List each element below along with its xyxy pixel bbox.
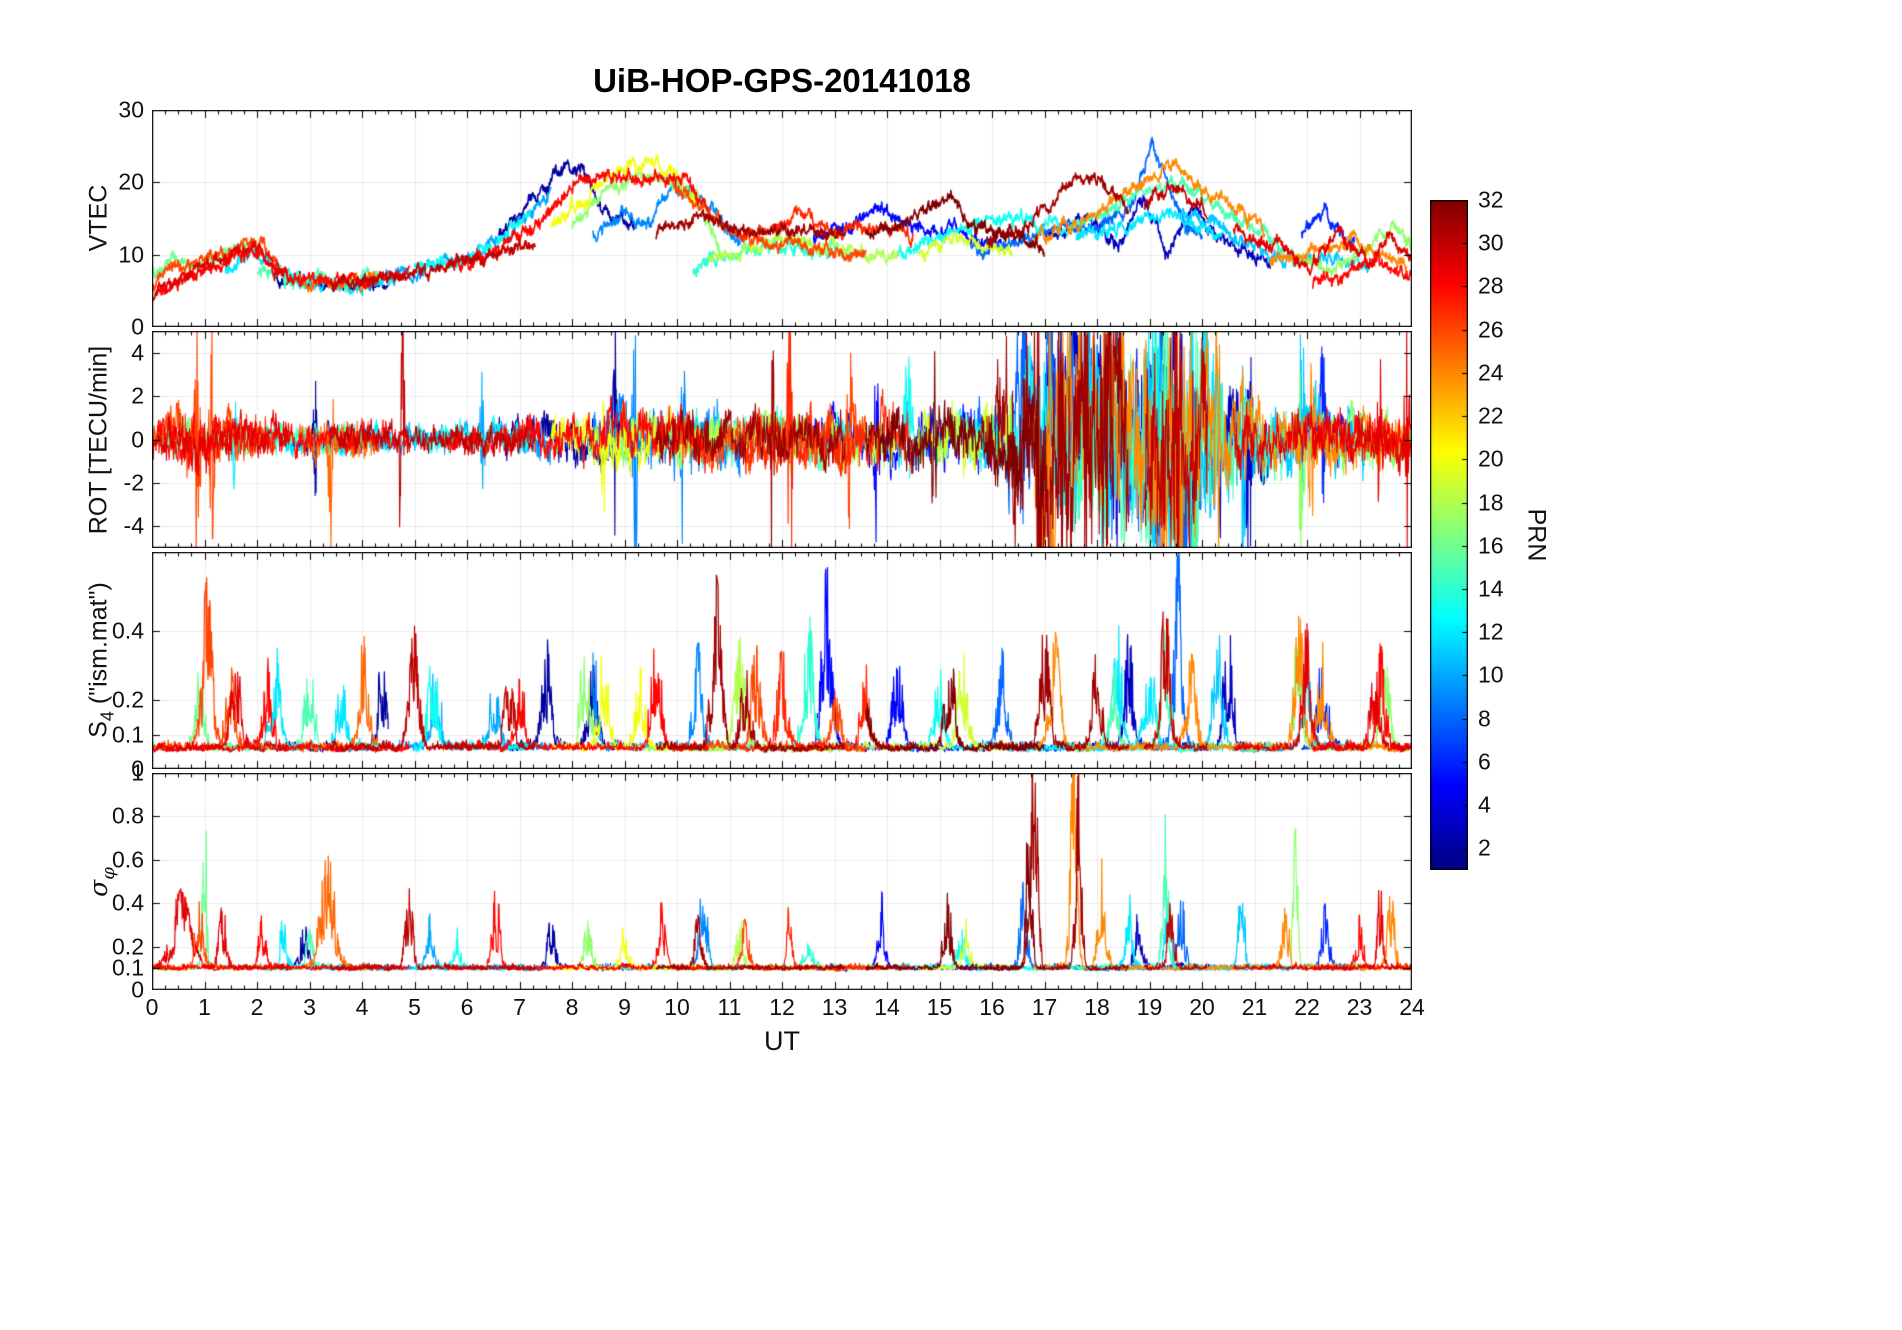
sigma-phi-plot-canvas	[152, 773, 1412, 990]
colorbar-tick-label: 8	[1478, 705, 1491, 732]
y-axis-label-text: ROT [TECU/min]	[84, 345, 113, 535]
y-axis-label-text: VTEC	[84, 184, 113, 252]
x-tick-label: 0	[145, 994, 159, 1020]
colorbar-tick-label: 12	[1478, 618, 1504, 645]
colorbar-tick-label: 10	[1478, 661, 1504, 688]
x-tick-label: 7	[513, 994, 526, 1020]
y-tick-label: 0.1	[112, 954, 144, 981]
x-tick-label: 24	[1399, 994, 1425, 1020]
x-tick-label: 5	[408, 994, 421, 1020]
y-tick-label: -4	[123, 512, 144, 539]
y-tick-label: 30	[118, 96, 144, 123]
y-tick-label: -2	[123, 469, 144, 496]
x-tick-label: 17	[1031, 994, 1058, 1020]
x-tick-label: 19	[1136, 994, 1163, 1020]
y-axis-label-sigma-phi: σφ	[84, 867, 119, 897]
panel-vtec	[152, 110, 1412, 327]
x-tick-label: 10	[664, 994, 690, 1020]
y-tick-label: 2	[131, 382, 144, 409]
x-tick-label: 21	[1241, 994, 1268, 1020]
y-tick-label: 0	[131, 755, 144, 782]
y-tick-label: 0	[131, 976, 144, 1003]
panel-rot	[152, 331, 1412, 548]
x-tick-label: 22	[1294, 994, 1320, 1020]
y-tick-label: 0.4	[112, 617, 144, 644]
colorbar-tick-label: 6	[1478, 748, 1491, 775]
s4-plot-canvas	[152, 552, 1412, 769]
y-tick-label: 0.4	[112, 889, 144, 916]
x-tick-label: 2	[250, 994, 264, 1020]
colorbar-label: PRN	[1522, 508, 1551, 562]
colorbar-tick-label: 24	[1478, 359, 1504, 386]
x-axis-label: UT	[764, 1026, 800, 1056]
colorbar-tick-label: 32	[1478, 186, 1504, 213]
colorbar-tick-label: 14	[1478, 575, 1504, 602]
y-tick-label: 0.2	[112, 933, 144, 960]
y-tick-label: 1	[131, 759, 144, 786]
colorbar-tick-label: 22	[1478, 402, 1504, 429]
x-tick-label: 14	[874, 994, 900, 1020]
x-tick-label: 12	[769, 994, 795, 1020]
x-tick-label: 6	[460, 994, 474, 1020]
y-tick-label: 0.6	[112, 846, 144, 873]
colorbar-tick-label: 2	[1478, 834, 1491, 861]
y-tick-label: 0	[131, 313, 144, 340]
y-tick-label: 20	[118, 168, 144, 195]
colorbar-tick-label: 26	[1478, 316, 1504, 343]
x-tick-label: 18	[1084, 994, 1110, 1020]
x-tick-label: 23	[1346, 994, 1373, 1020]
y-axis-label-text: σ	[84, 879, 113, 897]
x-tick-label: 11	[717, 994, 742, 1020]
y-axis-label-text: S	[84, 721, 113, 738]
x-tick-label: 9	[618, 994, 631, 1020]
y-tick-label: 0.2	[112, 686, 144, 713]
x-tick-label: 13	[821, 994, 848, 1020]
rot-plot-canvas	[152, 331, 1412, 548]
x-tick-label: 20	[1189, 994, 1215, 1020]
y-tick-label: 0	[131, 426, 144, 452]
panel-sigma-phi	[152, 773, 1412, 990]
y-tick-label: 0.1	[112, 721, 144, 748]
x-tick-label: 8	[565, 994, 579, 1020]
y-tick-label: 10	[118, 241, 144, 268]
x-tick-label: 15	[926, 994, 953, 1020]
vtec-plot-canvas	[152, 110, 1412, 327]
y-axis-label-s4: S4 ("ism.mat")	[84, 582, 118, 738]
x-tick-label: 16	[979, 994, 1005, 1020]
x-tick-label: 3	[303, 994, 316, 1020]
colorbar-tick-label: 16	[1478, 532, 1504, 559]
colorbar-tick-label: 18	[1478, 489, 1504, 516]
y-axis-label-rot: ROT [TECU/min]	[85, 346, 114, 534]
panel-s4	[152, 552, 1412, 769]
y-tick-label: 0.8	[112, 802, 144, 829]
y-axis-label-post: ("ism.mat")	[84, 582, 113, 712]
colorbar-tick-label: 28	[1478, 272, 1504, 299]
x-tick-label: 4	[355, 994, 369, 1020]
colorbar-tick-label: 30	[1478, 229, 1504, 256]
colorbar-tick-label: 4	[1478, 791, 1491, 818]
prn-colorbar	[1430, 200, 1468, 870]
chart-title: UiB-HOP-GPS-20141018	[593, 62, 971, 99]
y-axis-label-vtec: VTEC	[85, 185, 114, 252]
x-tick-label: 1	[198, 994, 211, 1020]
y-tick-label: 4	[131, 339, 144, 366]
colorbar-tick-label: 20	[1478, 445, 1504, 472]
